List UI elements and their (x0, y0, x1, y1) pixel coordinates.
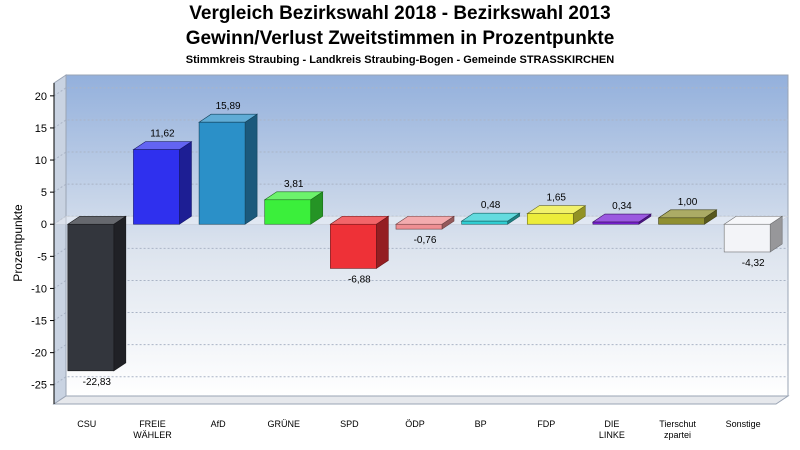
y-tick-label: -25 (31, 380, 47, 392)
bar-front (67, 223, 115, 372)
bar-front (395, 223, 443, 230)
gridline (53, 151, 788, 161)
x-tick-label: Tierschut zpartei (659, 419, 696, 440)
y-axis-label: Prozentpunkte (11, 204, 25, 282)
bar-value-label: -22,83 (83, 377, 112, 388)
bar (329, 215, 390, 269)
gridline (53, 247, 788, 257)
gridline (53, 279, 788, 289)
x-tick-label: FREIE WÄHLER (133, 419, 172, 440)
x-tick-label: CSU (77, 419, 96, 429)
y-tick-label: -5 (37, 251, 47, 263)
bar-value-label: -4,32 (742, 258, 765, 269)
bar-front (330, 223, 377, 269)
x-tick-label: FDP (537, 419, 555, 429)
x-tick-label: ÖDP (405, 419, 425, 429)
bar-front (526, 213, 574, 225)
gridline (53, 344, 788, 354)
bar-value-label: 11,62 (150, 129, 175, 140)
y-tick-label: -20 (31, 348, 47, 360)
bar-front (133, 149, 180, 225)
bar (657, 209, 718, 225)
gridline (53, 87, 788, 97)
gridline (53, 376, 788, 386)
plot-floor (52, 395, 790, 405)
bar-front (264, 199, 312, 225)
bar (460, 212, 521, 225)
y-tick-label: -10 (31, 283, 47, 295)
bar-value-label: 3,81 (284, 179, 304, 190)
x-tick-label: BP (475, 419, 487, 429)
bar (526, 205, 587, 225)
bar-value-label: 15,89 (216, 101, 241, 112)
bar (132, 141, 193, 225)
x-tick-label: AfD (211, 419, 227, 429)
bar-value-label: 0,34 (612, 201, 632, 212)
y-tick-label: -15 (31, 316, 47, 328)
gridline (53, 183, 788, 193)
x-tick-label: GRÜNE (267, 419, 300, 429)
gridline (53, 312, 788, 321)
bar-value-label: 1,00 (678, 197, 698, 208)
bar (198, 113, 259, 225)
bar-value-label: -6,88 (348, 274, 371, 285)
bar-front (658, 217, 705, 225)
y-tick-label: 5 (41, 187, 47, 199)
y-tick-label: 10 (35, 155, 47, 167)
bar (723, 215, 784, 253)
x-tick-label: Sonstige (726, 419, 761, 429)
chart-title: Vergleich Bezirkswahl 2018 - Bezirkswahl… (189, 3, 611, 24)
bar-front (592, 221, 640, 225)
chart-subtitle: Gewinn/Verlust Zweitstimmen in Prozentpu… (185, 28, 615, 49)
bar-value-label: -0,76 (414, 235, 437, 246)
bar-side (376, 215, 389, 269)
bar-front (723, 223, 771, 253)
bar-side (113, 215, 127, 372)
bar-front (461, 220, 508, 225)
bar (591, 213, 652, 225)
y-tick-label: 15 (35, 123, 47, 135)
bar (395, 215, 455, 230)
y-tick-label: 20 (35, 91, 47, 103)
bar (263, 191, 324, 225)
bar-value-label: 0,48 (481, 200, 501, 211)
bar-value-label: 1,65 (547, 193, 567, 204)
y-tick-label: 0 (41, 219, 47, 231)
bar (66, 215, 127, 372)
x-tick-label: SPD (340, 419, 359, 429)
plot-left-wall (53, 74, 67, 405)
bar-front (198, 121, 246, 225)
gridline (53, 119, 788, 129)
bar-side (244, 113, 258, 225)
x-tick-label: DIE LINKE (599, 419, 625, 440)
chart-region-subtitle: Stimmkreis Straubing - Landkreis Straubi… (185, 54, 615, 66)
bar-side (179, 141, 192, 225)
